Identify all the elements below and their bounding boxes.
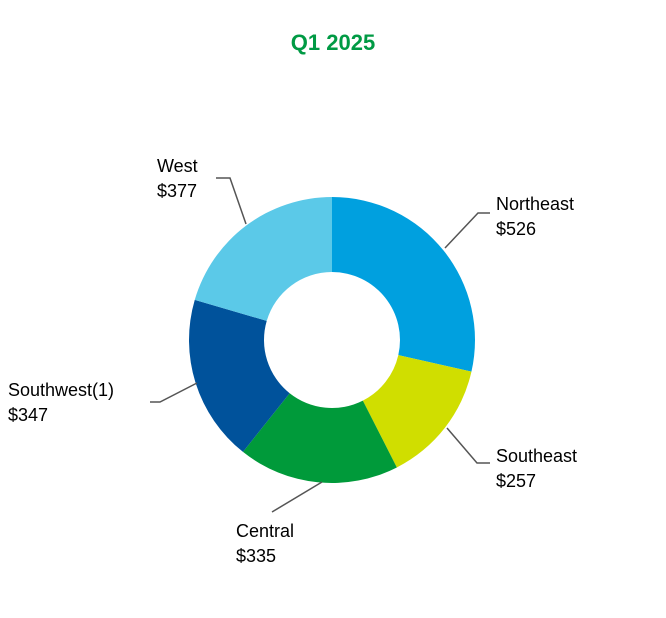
slice-label: Central xyxy=(236,521,294,541)
leader-line xyxy=(271,481,323,513)
slice-label: Northeast xyxy=(496,194,574,214)
slice-value-label: $335 xyxy=(236,546,276,566)
slice-value-label: $526 xyxy=(496,219,536,239)
slice-value-label: $347 xyxy=(8,405,48,425)
slice-value-label: $257 xyxy=(496,471,536,491)
slice-central xyxy=(242,393,397,483)
slice-label: Southwest(1) xyxy=(8,380,114,400)
slices xyxy=(189,197,475,483)
leader-line xyxy=(446,427,490,464)
slice-label: West xyxy=(157,156,198,176)
slice-northeast xyxy=(332,197,475,372)
chart-title: Q1 2025 xyxy=(291,30,375,55)
slice-west xyxy=(194,197,332,321)
leader-line xyxy=(444,212,490,249)
slice-southwest-1- xyxy=(189,299,290,452)
leader-lines xyxy=(150,177,490,513)
slice-labels: Northeast $526 Southeast $257 Central $335 Sou… xyxy=(8,156,577,566)
slice-value-label: $377 xyxy=(157,181,197,201)
leader-line xyxy=(216,177,247,225)
slice-label: Southeast xyxy=(496,446,577,466)
slice-southeast xyxy=(362,355,472,468)
leader-line xyxy=(150,382,198,403)
